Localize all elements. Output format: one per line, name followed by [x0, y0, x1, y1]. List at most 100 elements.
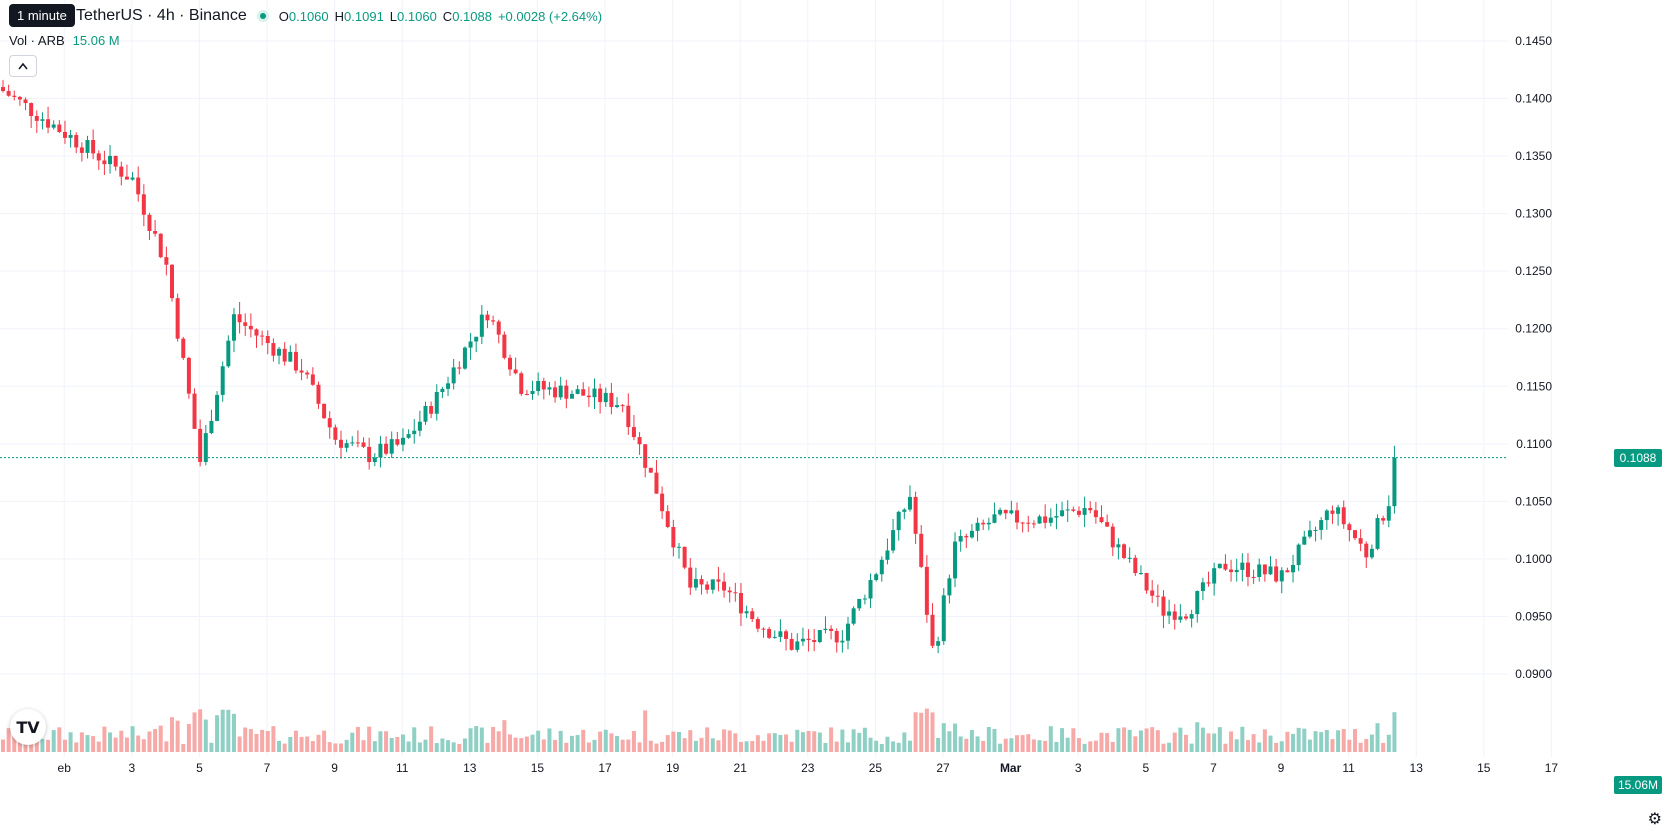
volume-bar	[1341, 729, 1346, 752]
volume-bar	[462, 738, 467, 752]
volume-bar	[1268, 735, 1273, 752]
volume-bar	[654, 743, 659, 752]
candle-body	[350, 442, 355, 444]
candle-body	[558, 385, 563, 398]
candle-body	[575, 389, 580, 394]
candle-body	[34, 116, 39, 121]
candle-body	[1003, 509, 1008, 514]
symbol-title[interactable]: TetherUS · 4h · Binance	[76, 7, 247, 24]
volume-bar	[423, 739, 428, 752]
candle-body	[277, 348, 282, 356]
time-tick-label: 15	[1477, 761, 1491, 775]
candle-body	[12, 95, 17, 97]
candle-body	[631, 427, 636, 438]
candle-body	[795, 641, 800, 650]
volume-bar	[1082, 743, 1087, 752]
candle-body	[147, 214, 152, 232]
candle-body	[981, 522, 986, 525]
time-tick-label: 19	[666, 761, 680, 775]
volume-bar	[474, 726, 479, 752]
settings-gear-icon[interactable]: ⚙	[1647, 811, 1662, 828]
volume-bar	[1060, 728, 1065, 752]
tradingview-logo-icon[interactable]: TV	[10, 709, 46, 745]
candle-body	[457, 367, 462, 369]
candle-body	[834, 631, 839, 643]
price-tick-label: 0.1050	[1515, 494, 1552, 508]
volume-bar	[74, 742, 79, 752]
open-value: 0.1060	[288, 8, 329, 24]
candle-body	[524, 393, 529, 395]
price-axis[interactable]: 0.1450 0.1400 0.1350 0.1300 0.1250 0.1200 0.11…	[1515, 34, 1552, 681]
candle-body	[862, 598, 867, 600]
candle-body	[553, 387, 558, 398]
volume-bar	[784, 734, 789, 752]
volume-bars	[1, 708, 1397, 752]
volume-bar	[530, 734, 535, 752]
volume-bar	[936, 737, 941, 752]
volume-bar	[598, 731, 603, 752]
candle-body	[1150, 590, 1155, 596]
volume-bar	[513, 737, 518, 752]
volume-bar	[209, 742, 214, 752]
volume-bar	[344, 739, 349, 752]
volume-label[interactable]: Vol · ARB	[9, 33, 65, 48]
volume-bar	[299, 736, 304, 752]
volume-bar	[316, 734, 321, 752]
time-tick-label: 17	[598, 761, 612, 775]
volume-bar	[998, 743, 1003, 752]
candle-body	[885, 550, 890, 560]
candle-body	[1268, 566, 1273, 575]
candle-body	[1031, 523, 1036, 525]
candle-body	[530, 391, 535, 395]
volume-bar	[688, 730, 693, 752]
candle-body	[136, 177, 141, 195]
volume-bar	[913, 712, 918, 752]
candle-body	[817, 630, 822, 643]
volume-bar	[586, 742, 591, 752]
volume-bar	[1369, 734, 1374, 752]
volume-bar	[271, 726, 276, 752]
time-tick-label: 21	[734, 761, 748, 775]
candle-body	[975, 522, 980, 531]
volume-bar	[1110, 741, 1115, 752]
time-tick-label: 13	[1410, 761, 1424, 775]
candle-body	[412, 430, 417, 435]
volume-bar	[429, 726, 434, 752]
volume-bar	[1093, 740, 1098, 752]
volume-bar	[198, 709, 203, 752]
volume-bar	[693, 740, 698, 752]
candle-body	[699, 579, 704, 585]
time-axis[interactable]: eb 3 5 7 9 11 13 15 17 19 21 23 25 27 Mar 3 5 7 9 11 13 15 17	[58, 761, 1559, 775]
volume-bar	[1009, 738, 1014, 752]
collapse-legend-button[interactable]	[9, 55, 37, 77]
candle-body	[1262, 564, 1267, 575]
candle-body	[829, 628, 834, 632]
candle-body	[992, 514, 997, 523]
candle-body	[846, 623, 850, 641]
candle-body	[1341, 507, 1346, 525]
volume-bar	[333, 743, 338, 752]
volume-bar	[130, 726, 135, 752]
volume-bar	[1088, 741, 1093, 752]
volume-bar	[1172, 732, 1177, 752]
volume-bar	[1020, 735, 1025, 752]
candle-body	[305, 372, 310, 375]
candle-body	[547, 387, 552, 390]
volume-bar	[451, 742, 456, 752]
low-value: 0.1060	[397, 8, 437, 24]
candle-body	[1122, 544, 1127, 558]
candle-body	[158, 233, 163, 258]
candle-body	[592, 388, 597, 398]
volume-bar	[96, 741, 101, 752]
candle-body	[1291, 565, 1296, 573]
candle-body	[874, 574, 879, 580]
candle-body	[958, 536, 963, 542]
candle-body	[508, 357, 512, 370]
candle-body	[1392, 457, 1397, 507]
candle-body	[417, 421, 422, 431]
volume-bar	[806, 731, 811, 752]
volume-bar	[862, 727, 867, 752]
candle-body	[671, 527, 676, 548]
volume-bar	[1223, 743, 1228, 752]
